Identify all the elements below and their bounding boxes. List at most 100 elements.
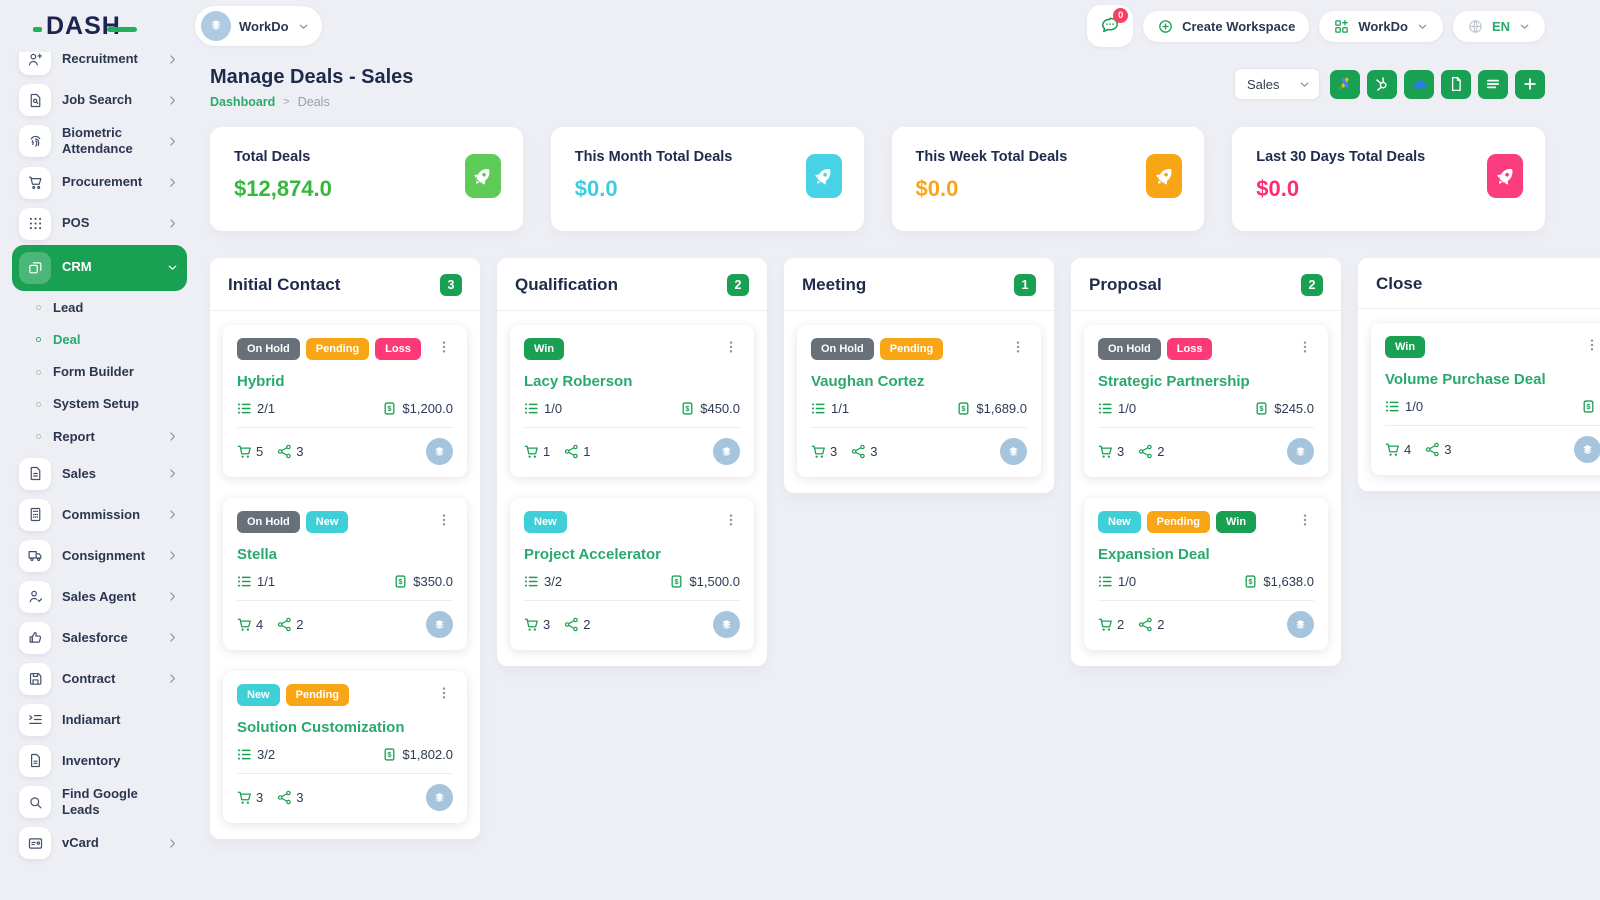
sidebar-item-recruitment[interactable]: Recruitment bbox=[12, 52, 187, 79]
deal-title[interactable]: Expansion Deal bbox=[1098, 546, 1210, 563]
sidebar-item-vcard[interactable]: vCard bbox=[12, 823, 187, 863]
sidebar-item-salesforce[interactable]: Salesforce bbox=[12, 618, 187, 658]
money-icon: $ bbox=[680, 401, 695, 416]
divider bbox=[524, 427, 740, 428]
card-menu-icon[interactable] bbox=[435, 511, 453, 529]
deal-value: $1,200.0 bbox=[402, 401, 453, 416]
sidebar-item-inventory[interactable]: Inventory bbox=[12, 741, 187, 781]
sidebar-item-find-google-leads[interactable]: Find Google Leads bbox=[12, 782, 187, 823]
sidebar-item-procurement[interactable]: Procurement bbox=[12, 163, 187, 203]
deal-title[interactable]: Lacy Roberson bbox=[524, 373, 633, 390]
deal-meta: 1/1 $ $350.0 bbox=[237, 574, 453, 589]
breadcrumb-dashboard-link[interactable]: Dashboard bbox=[210, 95, 276, 109]
deal-title[interactable]: Hybrid bbox=[237, 373, 285, 390]
card-menu-icon[interactable] bbox=[1296, 338, 1314, 356]
sidebar-item-label: Job Search bbox=[62, 91, 133, 107]
sidebar-item-pos[interactable]: POS bbox=[12, 204, 187, 244]
card-menu-icon[interactable] bbox=[722, 511, 740, 529]
sidebar-item-system-setup[interactable]: System Setup bbox=[10, 388, 189, 420]
hubspot-sync-button[interactable] bbox=[1367, 69, 1397, 99]
sidebar-item-consignment[interactable]: Consignment bbox=[12, 536, 187, 576]
stat-label: Last 30 Days Total Deals bbox=[1256, 149, 1426, 165]
deal-title[interactable]: Project Accelerator bbox=[524, 546, 662, 563]
sidebar-item-deal[interactable]: Deal bbox=[10, 324, 189, 356]
stat-card-last-30-days-total-deals: Last 30 Days Total Deals $0.0 bbox=[1232, 127, 1545, 231]
sidebar-item-biometric-attendance[interactable]: Biometric Attendance bbox=[12, 121, 187, 162]
sidebar-item-label: Lead bbox=[53, 299, 84, 315]
create-workspace-button[interactable]: Create Workspace bbox=[1143, 10, 1310, 42]
deal-users-count: 3 bbox=[870, 444, 878, 459]
tasks-icon bbox=[524, 401, 539, 416]
deal-card-vaughan-cortez[interactable]: On Hold Pending Vaughan Cortez 1/1 $ $1,689.0… bbox=[797, 325, 1041, 477]
tasks-icon bbox=[237, 401, 252, 416]
column-cards: On Hold Pending Vaughan Cortez 1/1 $ $1,689.0… bbox=[784, 311, 1054, 493]
card-menu-icon[interactable] bbox=[722, 338, 740, 356]
divider bbox=[1385, 425, 1600, 426]
deal-card-hybrid[interactable]: On Hold Pending Loss Hybrid 2/1 $ $1,200.0 5 3 bbox=[223, 325, 467, 477]
deal-card-solution-customization[interactable]: New Pending Solution Customization 3/2 $ $1,8… bbox=[223, 671, 467, 823]
svg-text:$: $ bbox=[399, 577, 404, 586]
id-card-icon bbox=[19, 827, 51, 860]
workdo-apps-menu[interactable]: WorkDo bbox=[1319, 10, 1443, 42]
deal-card-strategic-partnership[interactable]: On Hold Loss Strategic Partnership 1/0 $ $245… bbox=[1084, 325, 1328, 477]
sidebar-item-indiamart[interactable]: Indiamart bbox=[12, 700, 187, 740]
deal-title[interactable]: Solution Customization bbox=[237, 719, 405, 736]
export-document-button[interactable] bbox=[1441, 69, 1471, 99]
deal-title[interactable]: Volume Purchase Deal bbox=[1385, 371, 1546, 388]
deal-title[interactable]: Vaughan Cortez bbox=[811, 373, 925, 390]
divider bbox=[237, 773, 453, 774]
deal-meta: 1/0 $ bbox=[1385, 399, 1600, 414]
deal-labels: On Hold New bbox=[237, 511, 453, 533]
sidebar-item-crm[interactable]: CRM bbox=[12, 244, 187, 291]
deal-tasks-count: 1/0 bbox=[1118, 401, 1137, 416]
deal-card-lacy-roberson[interactable]: Win Lacy Roberson 1/0 $ $450.0 1 1 bbox=[510, 325, 754, 477]
sidebar-item-lead[interactable]: Lead bbox=[10, 292, 189, 324]
app-logo[interactable]: DASH bbox=[33, 12, 137, 41]
messages-button[interactable]: 0 bbox=[1087, 5, 1134, 47]
plus-icon bbox=[1521, 75, 1539, 93]
deal-tasks-count: 1/0 bbox=[1405, 399, 1424, 414]
card-menu-icon[interactable] bbox=[1296, 511, 1314, 529]
list-view-button[interactable] bbox=[1478, 69, 1508, 99]
sidebar-item-commission[interactable]: Commission bbox=[12, 495, 187, 535]
deal-labels: On Hold Loss bbox=[1098, 338, 1314, 360]
sidebar-item-sales[interactable]: Sales bbox=[12, 454, 187, 494]
stat-card-this-week-total-deals: This Week Total Deals $0.0 bbox=[891, 127, 1205, 231]
users-icon bbox=[1138, 444, 1153, 459]
workspace-switcher[interactable]: WorkDo bbox=[195, 6, 322, 46]
cloud-sync-button[interactable] bbox=[1404, 69, 1434, 99]
card-menu-icon[interactable] bbox=[435, 684, 453, 702]
deal-card-volume-purchase-deal[interactable]: Win Volume Purchase Deal 1/0 $4 3 bbox=[1371, 323, 1600, 475]
column-header: Meeting 1 bbox=[784, 258, 1054, 311]
deal-card-project-accelerator[interactable]: New Project Accelerator 3/2 $ $1,500.0 3 2 bbox=[510, 498, 754, 650]
breadcrumb-separator: > bbox=[283, 96, 290, 108]
pipeline-select[interactable]: Sales bbox=[1234, 68, 1320, 100]
sidebar-item-contract[interactable]: Contract bbox=[12, 659, 187, 699]
sidebar-item-form-builder[interactable]: Form Builder bbox=[10, 356, 189, 388]
cart-icon bbox=[19, 166, 51, 199]
sidebar-item-sales-agent[interactable]: Sales Agent bbox=[12, 577, 187, 617]
deal-card-stella[interactable]: On Hold New Stella 1/1 $ $350.0 4 2 bbox=[223, 498, 467, 650]
card-menu-icon[interactable] bbox=[1583, 336, 1600, 354]
dot-circle-icon bbox=[34, 400, 43, 409]
chevron-down-icon bbox=[1416, 20, 1429, 33]
chat-icon bbox=[1099, 14, 1121, 39]
chevron-right-icon bbox=[166, 590, 179, 603]
deal-status-label: Loss bbox=[1166, 338, 1213, 360]
deal-status-label: On Hold bbox=[237, 511, 300, 533]
deal-title[interactable]: Stella bbox=[237, 546, 278, 563]
card-menu-icon[interactable] bbox=[435, 338, 453, 356]
google-ads-sync-button[interactable] bbox=[1330, 69, 1360, 99]
deal-products-count: 1 bbox=[543, 444, 551, 459]
language-selector[interactable]: EN bbox=[1452, 10, 1545, 42]
workspace-name: WorkDo bbox=[239, 18, 289, 34]
add-deal-button[interactable] bbox=[1515, 69, 1545, 99]
divider bbox=[237, 427, 453, 428]
deal-status-label: Pending bbox=[305, 338, 370, 360]
deal-card-expansion-deal[interactable]: New Pending Win Expansion Deal 1/0 $ $1,638.0 2… bbox=[1084, 498, 1328, 650]
card-menu-icon[interactable] bbox=[1009, 338, 1027, 356]
deal-title[interactable]: Strategic Partnership bbox=[1098, 373, 1250, 390]
sidebar-item-job-search[interactable]: Job Search bbox=[12, 80, 187, 120]
sidebar-item-report[interactable]: Report bbox=[10, 421, 189, 453]
